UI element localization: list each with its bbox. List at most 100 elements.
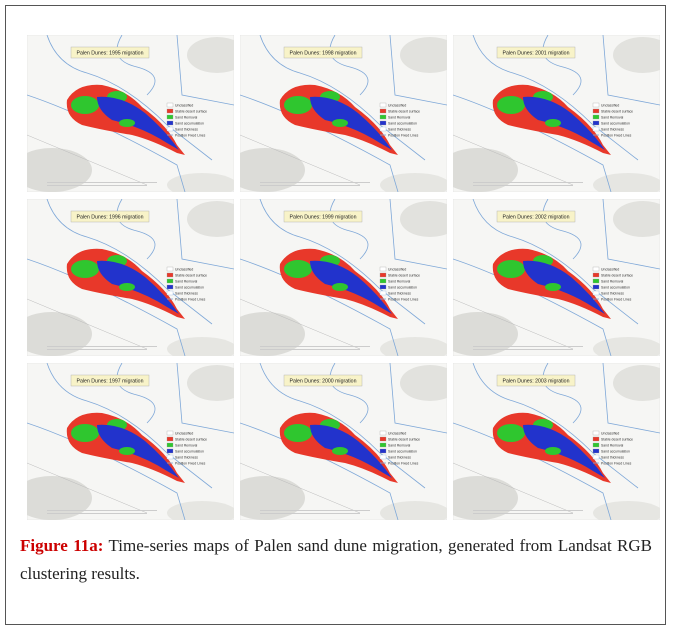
legend-label: Unclassified: [388, 267, 406, 271]
legend-label: Position Fixed Lines: [601, 297, 632, 301]
legend-label: Sand thickness: [175, 127, 198, 131]
legend-label: Sand Removal: [601, 279, 623, 283]
legend-label: Unclassified: [388, 431, 406, 435]
map-base: [453, 199, 660, 356]
legend-swatch: [593, 437, 599, 441]
legend-label: Sand accumulation: [388, 285, 417, 289]
legend-swatch: [593, 115, 599, 119]
legend-swatch: [593, 443, 599, 447]
legend-label: Position Fixed Lines: [388, 461, 419, 465]
legend-swatch: [380, 109, 386, 113]
panel-title: Palen Dunes: 1998 migration: [290, 51, 357, 57]
legend-label: Unclassified: [601, 103, 619, 107]
panel-title: Palen Dunes: 2002 migration: [503, 215, 570, 221]
legend-label: Sand Removal: [601, 443, 623, 447]
legend-swatch: [167, 273, 173, 277]
legend-swatch: [593, 267, 599, 271]
legend-swatch: [167, 109, 173, 113]
legend-swatch: [380, 115, 386, 119]
legend-swatch: [380, 437, 386, 441]
legend-label: Position Fixed Lines: [388, 297, 419, 301]
legend-label: Position Fixed Lines: [175, 461, 206, 465]
map-grid: Palen Dunes: 1995 migration Unclassified S…: [27, 35, 661, 520]
map-panel: Palen Dunes: 2000 migrationUnclassifiedS…: [240, 363, 447, 520]
legend-label: Sand thickness: [175, 291, 198, 295]
legend-swatch: [380, 127, 386, 131]
legend-swatch: [380, 285, 386, 289]
map-base: [240, 199, 447, 356]
legend-swatch: [593, 273, 599, 277]
legend-swatch: [380, 291, 386, 295]
panel-title: Palen Dunes: 2003 migration: [503, 379, 570, 385]
legend-label: Sand thickness: [601, 127, 624, 131]
legend-swatch: [167, 431, 173, 435]
legend-label: Position Fixed Lines: [601, 133, 632, 137]
map-base: [27, 199, 234, 356]
map-panel: Palen Dunes: 1999 migration Unclassified S…: [240, 199, 447, 356]
legend-label: Stable desert surface: [601, 109, 633, 113]
legend-label: Sand thickness: [388, 291, 411, 295]
legend-label: Stable desert surface: [601, 273, 633, 277]
legend-swatch: [593, 127, 599, 131]
legend-label: Unclassified: [175, 103, 193, 107]
legend-label: Sand Removal: [175, 443, 197, 447]
legend-swatch: [593, 455, 599, 459]
legend-label: Sand thickness: [175, 455, 198, 459]
map-panel: Palen Dunes: 2003 migration Unclassified S…: [453, 363, 660, 520]
map-base: [27, 363, 234, 520]
map-panel: Palen Dunes: 1997 migration Unclassified S…: [27, 363, 234, 520]
map-base: [453, 35, 660, 192]
legend-swatch: [167, 291, 173, 295]
legend-swatch: [167, 127, 173, 131]
legend-swatch: [167, 103, 173, 107]
legend-swatch: [593, 103, 599, 107]
map-panel: Palen Dunes: 2001 migration Unclassified S…: [453, 35, 660, 192]
panel-title: Palen Dunes: 1997 migration: [77, 379, 144, 385]
legend-swatch: [167, 455, 173, 459]
legend-label: Unclassified: [601, 431, 619, 435]
legend-label: Sand accumulation: [388, 121, 417, 125]
panel-title: Palen Dunes: 1999 migration: [290, 215, 357, 221]
legend-swatch: [380, 273, 386, 277]
legend-label: Sand Removal: [175, 279, 197, 283]
legend-swatch: [380, 279, 386, 283]
legend-swatch: [593, 279, 599, 283]
panel-title: Palen Dunes: 1995 migration: [77, 51, 144, 57]
legend-swatch: [167, 449, 173, 453]
legend-label: Stable desert surface: [388, 273, 420, 277]
map-panel: Palen Dunes: 1996 migrationUnclassifiedS…: [27, 199, 234, 356]
map-base: [240, 363, 447, 520]
legend-swatch: [167, 443, 173, 447]
legend-swatch: [593, 449, 599, 453]
legend-label: Sand Removal: [388, 115, 410, 119]
legend-label: Sand accumulation: [601, 121, 630, 125]
legend-label: Unclassified: [388, 103, 406, 107]
legend-label: Sand accumulation: [175, 121, 204, 125]
legend-swatch: [167, 121, 173, 125]
panel-title: Palen Dunes: 2001 migration: [503, 51, 570, 57]
legend-label: Sand thickness: [601, 455, 624, 459]
legend-swatch: [167, 279, 173, 283]
legend-label: Sand thickness: [388, 127, 411, 131]
legend-label: Position Fixed Lines: [388, 133, 419, 137]
legend-swatch: [593, 431, 599, 435]
legend-label: Sand accumulation: [601, 449, 630, 453]
legend-swatch: [167, 437, 173, 441]
legend-label: Sand accumulation: [175, 285, 204, 289]
caption-text: Time-series maps of Palen sand dune migr…: [20, 536, 652, 583]
legend-label: Stable desert surface: [388, 437, 420, 441]
legend-label: Unclassified: [175, 431, 193, 435]
legend-swatch: [167, 285, 173, 289]
legend-swatch: [380, 267, 386, 271]
legend-swatch: [593, 109, 599, 113]
map-panel: Palen Dunes: 1995 migration Unclassified S…: [27, 35, 234, 192]
legend-swatch: [380, 431, 386, 435]
legend-label: Sand thickness: [388, 455, 411, 459]
legend-label: Stable desert surface: [175, 273, 207, 277]
legend-label: Position Fixed Lines: [175, 133, 206, 137]
legend-label: Sand accumulation: [601, 285, 630, 289]
legend-swatch: [380, 449, 386, 453]
legend-label: Stable desert surface: [175, 109, 207, 113]
legend-label: Sand accumulation: [175, 449, 204, 453]
panel-title: Palen Dunes: 1996 migration: [77, 215, 144, 221]
